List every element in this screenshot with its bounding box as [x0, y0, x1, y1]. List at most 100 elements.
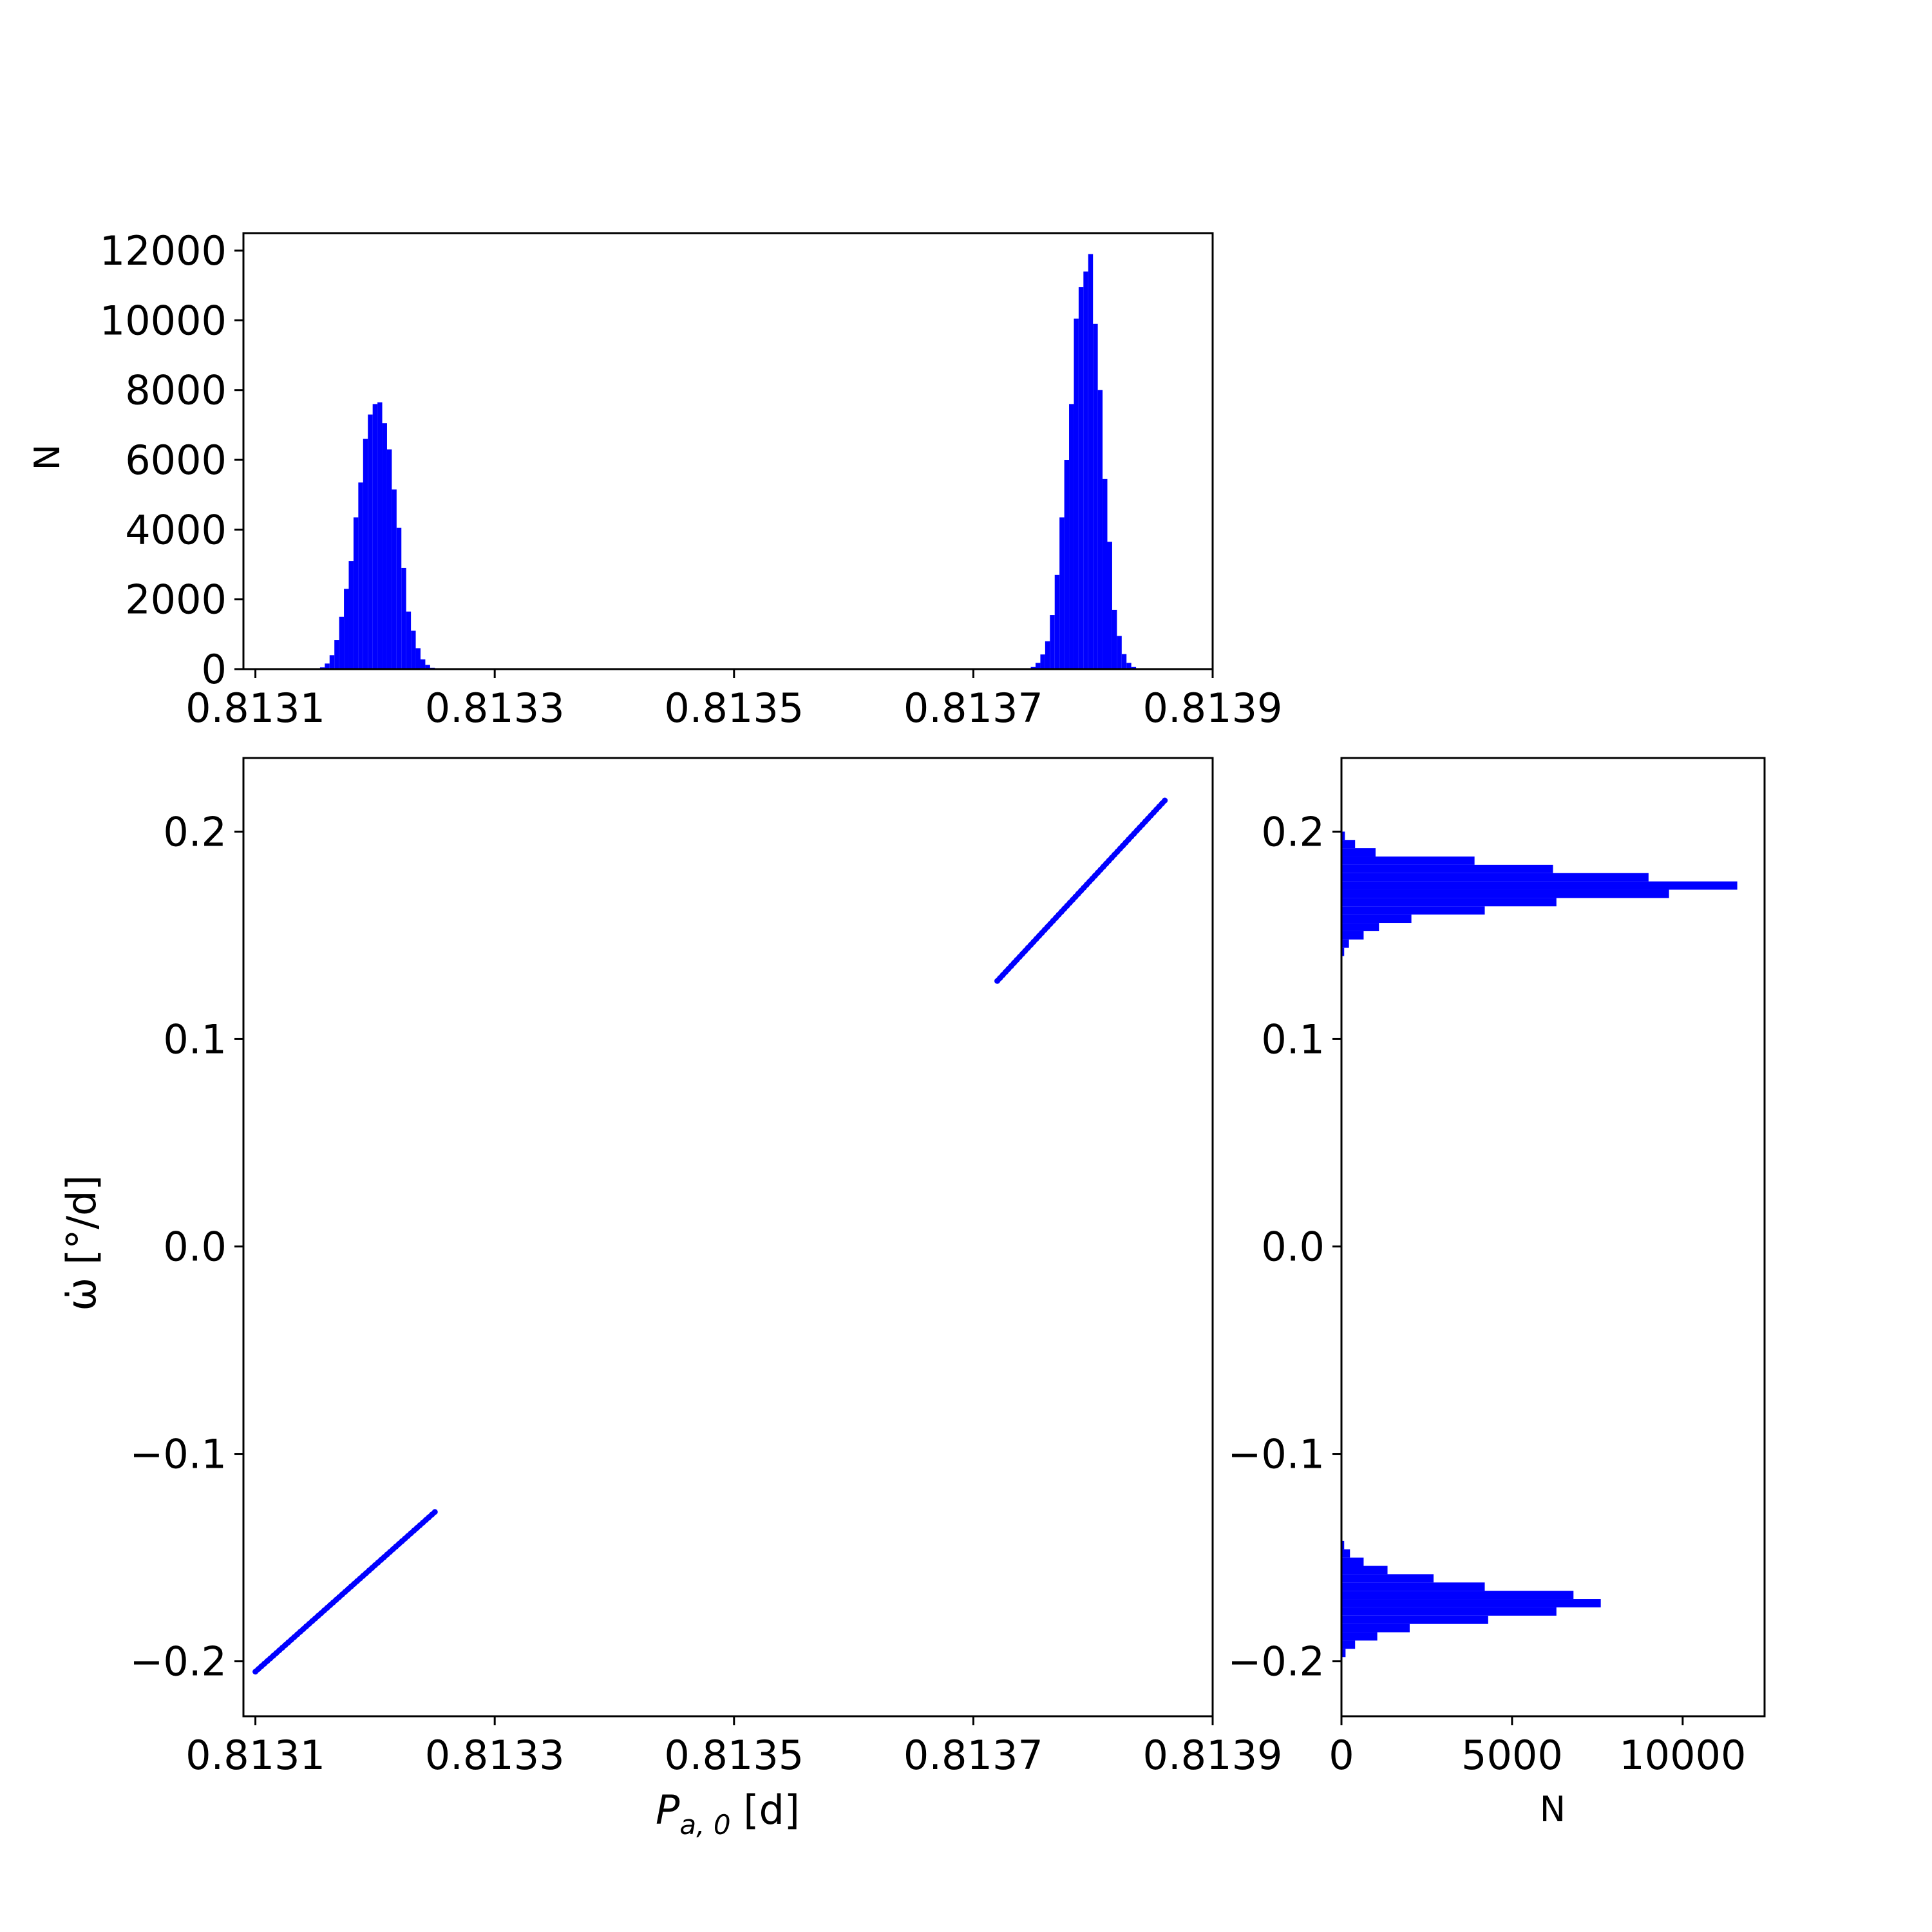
right-hist-bar — [1341, 864, 1553, 873]
right-hist-bar — [1341, 840, 1356, 849]
right-histogram-frame — [1340, 757, 1766, 1718]
right-hist-bar — [1341, 1599, 1601, 1607]
right-histogram-y-ticks: −0.2 −0.1 0.0 0.1 0.2 — [1227, 808, 1341, 1685]
scatter-y-tick-label: −0.2 — [129, 1638, 227, 1685]
right-hist-bar — [1341, 914, 1412, 923]
right-hist-bar — [1341, 1540, 1345, 1549]
scatter-x-label: Pa, 0 [d] — [656, 1786, 800, 1841]
top-x-tick-label: 0.8139 — [1143, 685, 1283, 732]
right-hist-bar — [1341, 906, 1485, 915]
scatter-x-tick-label: 0.8135 — [664, 1732, 804, 1779]
top-y-tick-label: 10000 — [100, 297, 227, 344]
scatter-y-tick-label: 0.1 — [163, 1016, 227, 1063]
top-hist-bar — [406, 611, 412, 669]
top-hist-bar — [1030, 667, 1036, 669]
right-hist-bar — [1341, 848, 1376, 857]
top-hist-bar — [1045, 641, 1050, 669]
right-hist-bar — [1341, 1557, 1364, 1566]
top-hist-bar — [1036, 663, 1041, 669]
right-hist-bar — [1341, 873, 1649, 882]
right-hist-bar — [1341, 1615, 1488, 1624]
right-x-tick-label: 0 — [1329, 1732, 1354, 1779]
top-hist-bar — [339, 616, 345, 669]
top-hist-bar — [1040, 654, 1045, 669]
right-hist-bar — [1341, 1591, 1574, 1600]
top-hist-bar — [1054, 574, 1060, 669]
right-y-tick-label: −0.1 — [1227, 1431, 1325, 1478]
scatter-x-tick-label: 0.8133 — [425, 1732, 565, 1779]
top-histogram-y-label: N — [27, 444, 68, 470]
right-hist-bar — [1341, 1649, 1346, 1658]
top-hist-bar — [1117, 636, 1122, 669]
right-hist-bar — [1341, 1624, 1410, 1633]
right-histogram-bars — [1341, 831, 1738, 1658]
top-hist-bar — [1050, 615, 1055, 669]
scatter-x-label-sub: a, 0 — [679, 1809, 730, 1841]
top-histogram-panel: 0.8131 0.8133 0.8135 0.8137 0.8139 0 2000 4000… — [27, 227, 1282, 732]
top-hist-bar — [377, 402, 383, 669]
top-hist-bar — [334, 640, 339, 669]
right-hist-bar — [1341, 923, 1379, 931]
top-hist-bar — [358, 482, 363, 669]
top-histogram-x-ticks: 0.8131 0.8133 0.8135 0.8137 0.8139 — [185, 669, 1282, 732]
top-hist-bar — [425, 665, 430, 669]
top-hist-bar — [1126, 663, 1132, 669]
right-hist-bar — [1341, 1582, 1485, 1591]
top-hist-bar — [1069, 404, 1074, 669]
top-hist-bar — [1121, 654, 1127, 669]
top-hist-bar — [1074, 318, 1079, 669]
top-hist-bar — [368, 414, 373, 669]
right-hist-bar — [1341, 939, 1349, 948]
top-hist-bar — [363, 439, 368, 669]
top-hist-bar — [401, 567, 406, 669]
right-histogram-x-ticks: 0 5000 10000 — [1329, 1716, 1746, 1779]
right-y-tick-label: 0.0 — [1261, 1223, 1325, 1270]
top-hist-bar — [411, 630, 416, 669]
scatter-point — [431, 1509, 438, 1515]
scatter-series — [252, 797, 1168, 1675]
right-hist-bar — [1341, 898, 1557, 907]
scatter-x-label-unit: [d] — [731, 1786, 800, 1833]
scatter-y-tick-label: 0.2 — [163, 808, 227, 855]
scatter-y-tick-label: −0.1 — [129, 1431, 227, 1478]
top-hist-bar — [344, 589, 349, 669]
top-x-tick-label: 0.8131 — [185, 685, 325, 732]
top-histogram-bars — [315, 254, 1141, 670]
top-histogram-y-ticks: 0 2000 4000 6000 8000 10000 12000 — [100, 227, 243, 693]
top-hist-bar — [382, 423, 387, 669]
top-histogram-frame — [242, 232, 1214, 670]
right-hist-bar — [1341, 931, 1364, 940]
top-hist-bar — [325, 663, 330, 669]
top-y-tick-label: 4000 — [125, 506, 227, 553]
top-y-tick-label: 12000 — [100, 227, 227, 274]
right-hist-bar — [1341, 856, 1475, 865]
scatter-point — [1162, 797, 1168, 804]
top-hist-bar — [396, 527, 402, 669]
top-hist-bar — [1112, 609, 1117, 669]
top-hist-bar — [1088, 254, 1094, 670]
top-hist-bar — [1093, 323, 1098, 669]
scatter-y-ticks: −0.2 −0.1 0.0 0.1 0.2 — [129, 808, 243, 1685]
top-hist-bar — [353, 517, 359, 669]
scatter-x-label-main: P — [656, 1786, 680, 1833]
scatter-x-tick-label: 0.8139 — [1143, 1732, 1283, 1779]
top-hist-bar — [1083, 271, 1088, 669]
right-histogram-panel: 0 5000 10000 −0.2 −0.1 0.0 0.1 0.2 N — [1227, 757, 1766, 1830]
right-hist-bar — [1341, 947, 1345, 956]
top-x-tick-label: 0.8135 — [664, 685, 804, 732]
scatter-y-label: ω̇ [°/d] — [58, 1175, 105, 1311]
top-hist-bar — [420, 659, 426, 669]
top-hist-bar — [1103, 478, 1108, 669]
right-y-tick-label: −0.2 — [1227, 1638, 1325, 1685]
top-y-tick-label: 8000 — [125, 367, 227, 414]
scatter-frame — [242, 757, 1214, 1718]
top-hist-bar — [329, 655, 335, 669]
top-hist-bar — [1059, 517, 1065, 669]
scatter-x-tick-label: 0.8137 — [904, 1732, 1043, 1779]
right-hist-bar — [1341, 1566, 1388, 1575]
top-hist-bar — [1078, 287, 1084, 669]
top-y-tick-label: 2000 — [125, 576, 227, 623]
top-hist-bar — [392, 489, 397, 669]
top-x-tick-label: 0.8137 — [904, 685, 1043, 732]
